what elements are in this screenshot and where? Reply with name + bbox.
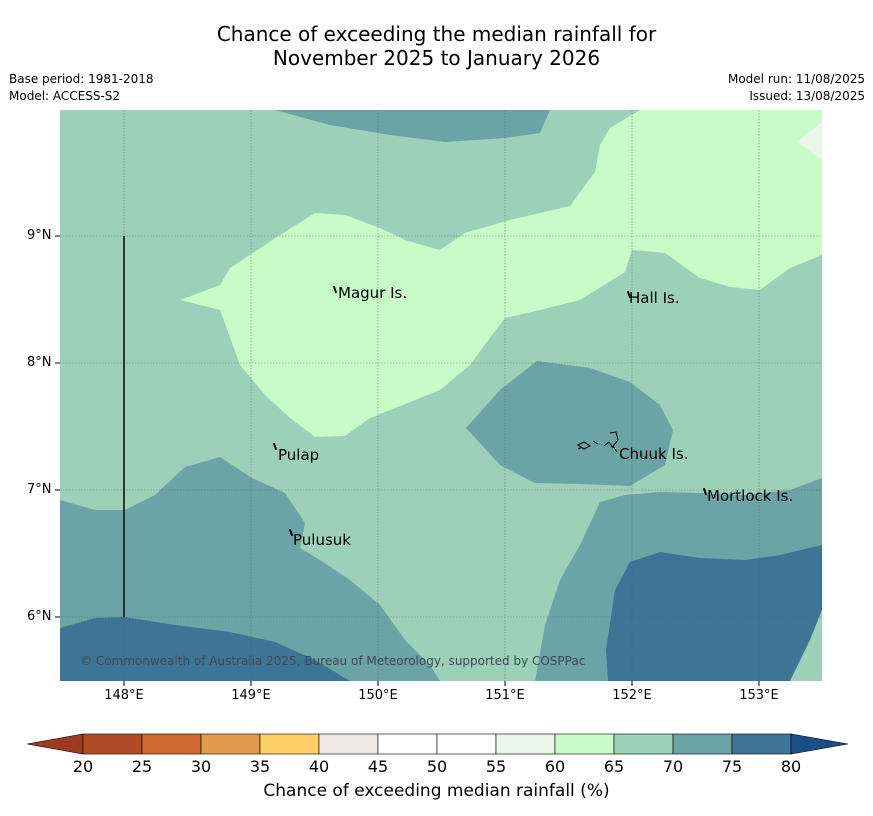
lon-label-150e: 150°E [358,688,398,703]
place-label-hall: Hall Is. [629,289,680,307]
colorbar-swatch [141,733,202,755]
colorbar-swatch [82,733,143,755]
region-60-65-upper-right [180,110,822,437]
place-label-mortlock: Mortlock Is. [707,487,794,505]
title-line-1: Chance of exceeding the median rainfall … [216,22,657,46]
colorbar-swatch [731,733,792,755]
colorbar-tick-label: 20 [72,757,94,776]
copyright-notice: © Commonwealth of Australia 2025, Bureau… [80,654,586,668]
colorbar-swatch [554,733,615,755]
colorbar-swatch [259,733,320,755]
axis-ticks [55,235,760,686]
colorbar-label: Chance of exceeding median rainfall (%) [263,781,610,801]
colorbar-under-arrow [26,733,84,755]
colorbar-tick-label: 70 [662,757,684,776]
lat-label-8n: 8°N [27,355,52,370]
region-65-70-right-edge [790,610,822,681]
lon-label-149e: 149°E [231,688,271,703]
map-title: Chance of exceeding the median rainfall … [0,22,873,70]
model-run: Model run: 11/08/2025 [727,72,865,86]
place-label-chuuk: Chuuk Is. [619,445,689,463]
colorbar-tick-label: 45 [367,757,389,776]
colorbar-tick-label: 75 [721,757,743,776]
colorbar-tick-label: 30 [190,757,212,776]
place-label-pulap: Pulap [278,446,320,464]
lat-label-7n: 7°N [27,482,52,497]
lon-label-152e: 152°E [612,688,652,703]
colorbar-tick-label: 80 [780,757,802,776]
colorbar-over-arrow [790,733,849,755]
colorbar-tick-label: 25 [131,757,153,776]
chuuk-islands [577,431,619,453]
colorbar-swatch [672,733,733,755]
model-name: Model: ACCESS-S2 [9,89,121,103]
lon-label-148e: 148°E [104,688,144,703]
colorbar-tick-label: 40 [308,757,330,776]
region-55-60-corner [797,122,822,160]
colorbar-swatch [436,733,497,755]
colorbar-swatch [613,733,674,755]
colorbar-tick-label: 60 [544,757,566,776]
colorbar-tick-label: 65 [603,757,625,776]
lon-label-153e: 153°E [739,688,779,703]
map-contours [60,110,822,681]
lat-label-9n: 9°N [27,228,52,243]
colorbar-tick-label: 35 [249,757,271,776]
region-75-80-bottom-right [606,545,822,681]
colorbar-swatch [200,733,261,755]
colorbar-swatch [318,733,379,755]
place-label-magur: Magur Is. [338,284,408,302]
place-label-pulusuk: Pulusuk [293,531,351,549]
region-70-75-chuuk [466,361,673,486]
base-period: Base period: 1981-2018 [9,72,154,86]
lon-label-151e: 151°E [485,688,525,703]
title-line-2: November 2025 to January 2026 [272,46,601,70]
colorbar-swatch [495,733,556,755]
colorbar [26,733,849,755]
region-75-80-bottom-left [60,617,350,681]
colorbar-tick-label: 50 [426,757,448,776]
colorbar-swatch [377,733,438,755]
colorbar-tick-label: 55 [485,757,507,776]
issued-date: Issued: 13/08/2025 [749,89,865,103]
meta-right: Model run: 11/08/2025 Issued: 13/08/2025 [728,71,865,105]
region-70-75-top [275,110,550,142]
lat-label-6n: 6°N [27,609,52,624]
meta-left: Base period: 1981-2018 Model: ACCESS-S2 [9,71,154,105]
